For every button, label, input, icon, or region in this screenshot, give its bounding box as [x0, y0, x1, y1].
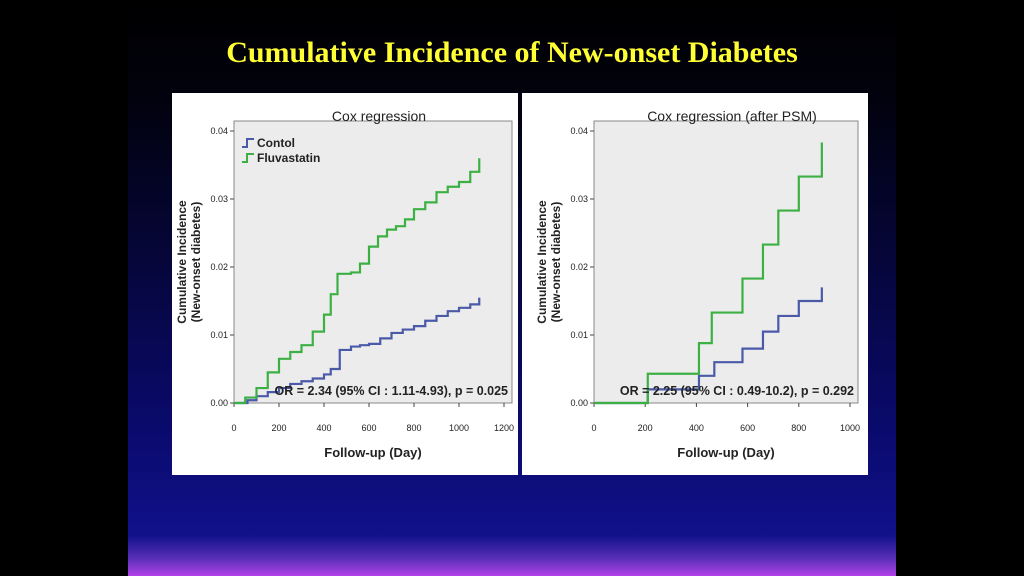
- x-tick-label: 0: [231, 423, 236, 433]
- or-annotation: OR = 2.25 (95% CI : 0.49-10.2), p = 0.29…: [620, 384, 854, 398]
- y-axis-label: Cumulative Incidence: [175, 200, 189, 324]
- x-tick-label: 200: [271, 423, 286, 433]
- y-tick-label: 0.03: [210, 194, 228, 204]
- y-tick-label: 0.00: [570, 398, 588, 408]
- series-line-control: [594, 287, 823, 405]
- x-tick-label: 1000: [449, 423, 469, 433]
- plot-title: Cox regression: [332, 108, 426, 124]
- x-tick-label: 400: [689, 423, 704, 433]
- y-axis-label-2: (New-onset diabetes): [549, 202, 563, 323]
- series-line-fluvastatin: [594, 142, 823, 405]
- plot-area: [593, 120, 859, 404]
- x-tick-label: 600: [740, 423, 755, 433]
- y-axis-label-2: (New-onset diabetes): [189, 202, 203, 323]
- x-tick-label: 200: [638, 423, 653, 433]
- y-tick-label: 0.04: [210, 126, 228, 136]
- chart-left: Cox regression 0.00 0.01 0.02 0.03 0.04 0 200 40…: [175, 108, 514, 460]
- chart-panel-right: Cox regression (after PSM) 0.00 0.01 0.02 0.…: [522, 93, 868, 475]
- slide-title: Cumulative Incidence of New-onset Diabet…: [226, 36, 798, 69]
- x-tick-label: 1200: [494, 423, 514, 433]
- y-tick-label: 0.01: [570, 330, 588, 340]
- y-axis-label: Cumulative Incidence: [535, 200, 549, 324]
- x-axis-label: Follow-up (Day): [677, 445, 775, 460]
- legend-swatch: [242, 138, 254, 148]
- x-tick-label: 1000: [840, 423, 860, 433]
- series-line-fluvastatin: [234, 158, 481, 405]
- legend-swatch: [242, 153, 254, 163]
- legend-label: Fluvastatin: [257, 151, 320, 165]
- x-tick-label: 800: [791, 423, 806, 433]
- series-line-contol: [234, 297, 481, 405]
- y-tick-label: 0.02: [210, 262, 228, 272]
- y-tick-label: 0.00: [210, 398, 228, 408]
- y-tick-label: 0.03: [570, 194, 588, 204]
- chart-right: Cox regression (after PSM) 0.00 0.01 0.02 0.…: [535, 108, 860, 460]
- or-annotation: OR = 2.34 (95% CI : 1.11-4.93), p = 0.02…: [275, 384, 509, 398]
- x-tick-label: 600: [361, 423, 376, 433]
- x-tick-label: 800: [406, 423, 421, 433]
- plot-area: [233, 120, 513, 404]
- y-tick-label: 0.02: [570, 262, 588, 272]
- x-axis-label: Follow-up (Day): [324, 445, 422, 460]
- chart-panel-left: Cox regression 0.00 0.01 0.02 0.03 0.04 0 200 40…: [172, 93, 518, 475]
- legend-label: Contol: [257, 136, 295, 150]
- x-tick-label: 400: [316, 423, 331, 433]
- y-tick-label: 0.01: [210, 330, 228, 340]
- y-tick-label: 0.04: [570, 126, 588, 136]
- x-tick-label: 0: [591, 423, 596, 433]
- plot-title: Cox regression (after PSM): [647, 108, 817, 124]
